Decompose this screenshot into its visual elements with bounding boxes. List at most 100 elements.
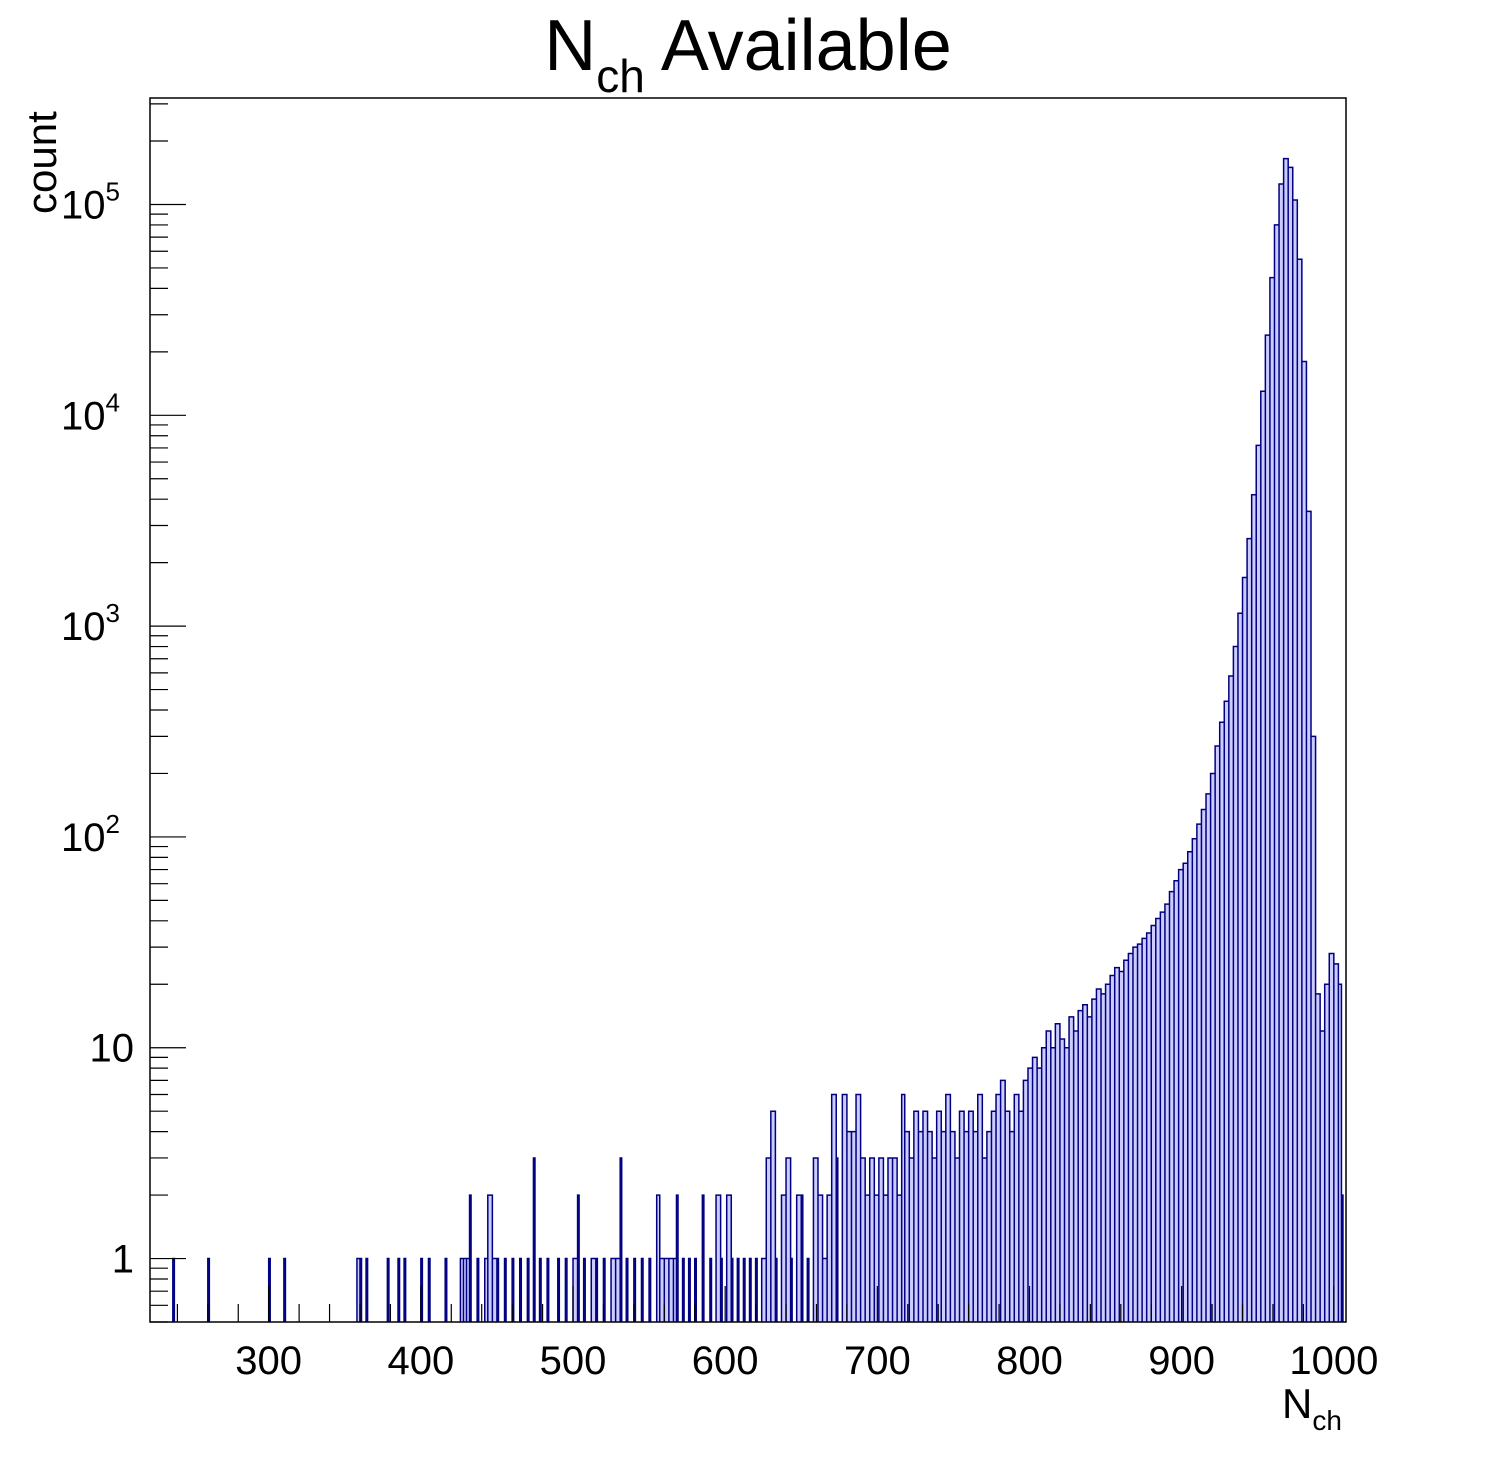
histogram-bin bbox=[702, 1195, 704, 1322]
histogram-bin bbox=[945, 1094, 951, 1322]
y-axis-label: count bbox=[18, 111, 65, 214]
histogram-bin bbox=[404, 1258, 406, 1322]
histogram-bin bbox=[1279, 184, 1284, 1322]
x-axis-label: Nch bbox=[1282, 1380, 1342, 1436]
histogram-bin bbox=[1219, 722, 1225, 1322]
histogram-bin bbox=[831, 1094, 837, 1322]
histogram-bin bbox=[1128, 953, 1133, 1322]
histogram-bin bbox=[1037, 1068, 1042, 1322]
histogram-bin bbox=[1023, 1080, 1028, 1322]
histogram-bin bbox=[577, 1195, 580, 1322]
histogram-bin bbox=[1018, 1111, 1024, 1322]
histogram-bin bbox=[1196, 824, 1202, 1322]
histogram-bin bbox=[626, 1258, 628, 1322]
histogram-bin bbox=[901, 1094, 905, 1322]
histogram-bin bbox=[387, 1258, 389, 1322]
y-tick-label: 10 bbox=[90, 1027, 135, 1071]
histogram-bin bbox=[865, 1195, 870, 1322]
histogram-bin bbox=[1000, 1080, 1006, 1322]
x-axis-label-sub: ch bbox=[1312, 1405, 1342, 1436]
histogram-bin bbox=[959, 1111, 965, 1322]
histogram-bin bbox=[1032, 1057, 1038, 1322]
histogram-bin bbox=[1014, 1094, 1019, 1322]
histogram-bin bbox=[860, 1157, 866, 1322]
histogram-bin bbox=[463, 1258, 467, 1322]
histogram-bin bbox=[1160, 912, 1165, 1322]
histogram-bin bbox=[874, 1195, 879, 1322]
histogram-bin bbox=[477, 1258, 479, 1322]
histogram-bin bbox=[1260, 391, 1266, 1322]
histogram-bin bbox=[620, 1157, 622, 1322]
histogram-bin bbox=[1306, 511, 1311, 1322]
histogram-bin bbox=[973, 1131, 978, 1322]
histogram-bin bbox=[755, 1258, 758, 1322]
histogram-bin bbox=[781, 1195, 787, 1322]
x-tick-label: 400 bbox=[387, 1339, 454, 1383]
x-tick-label: 600 bbox=[692, 1339, 759, 1383]
histogram-bin bbox=[1055, 1023, 1060, 1322]
histogram-bin bbox=[796, 1195, 802, 1322]
histogram-bin bbox=[941, 1131, 946, 1322]
histogram-bin bbox=[1005, 1111, 1010, 1322]
histogram-bin bbox=[766, 1157, 771, 1322]
histogram-bin bbox=[869, 1157, 875, 1322]
histogram-bin bbox=[1078, 1010, 1083, 1322]
histogram-bin bbox=[927, 1131, 933, 1322]
histogram-bin bbox=[1169, 891, 1175, 1322]
histogram-bin bbox=[694, 1258, 697, 1322]
histogram-bin bbox=[968, 1111, 974, 1322]
histogram-bin bbox=[1132, 947, 1138, 1322]
y-tick-label: 105 bbox=[61, 176, 120, 227]
histogram-bin bbox=[603, 1258, 605, 1322]
histogram-bin bbox=[813, 1157, 818, 1322]
histogram-bin bbox=[649, 1258, 651, 1322]
histogram-bin bbox=[1027, 1068, 1033, 1322]
histogram-bin bbox=[1251, 494, 1257, 1323]
histogram-bin bbox=[682, 1258, 685, 1322]
histogram-bin bbox=[533, 1157, 535, 1322]
chart-title: Nch Available bbox=[544, 6, 952, 102]
histogram-bin bbox=[786, 1157, 791, 1322]
histogram-bin bbox=[720, 1258, 723, 1322]
histogram-bin bbox=[469, 1195, 472, 1322]
histogram-bin bbox=[1050, 1047, 1056, 1322]
histogram-bin bbox=[846, 1131, 852, 1322]
histogram-bin bbox=[1142, 938, 1147, 1322]
histogram-bin bbox=[633, 1258, 636, 1322]
histogram-bin bbox=[1041, 1047, 1047, 1322]
histogram-bin bbox=[1247, 538, 1252, 1322]
chart-title-sub: ch bbox=[596, 50, 645, 102]
x-axis: 300 400 500 600 700 800 900 1000 bbox=[176, 1286, 1378, 1383]
histogram-bin bbox=[1091, 999, 1097, 1322]
histogram-bin bbox=[1201, 809, 1207, 1322]
histogram-bin bbox=[539, 1258, 542, 1322]
histogram-bin bbox=[731, 1258, 733, 1322]
histogram-bin bbox=[883, 1195, 888, 1322]
histogram-bin bbox=[1329, 953, 1334, 1322]
histogram-bin bbox=[1123, 960, 1129, 1322]
histogram-bin bbox=[1256, 445, 1261, 1322]
x-tick-label: 800 bbox=[996, 1339, 1063, 1383]
histogram-bin bbox=[659, 1258, 665, 1322]
y-tick-label: 102 bbox=[61, 809, 120, 860]
histogram-bin bbox=[641, 1258, 644, 1322]
histogram-bin bbox=[1242, 577, 1248, 1322]
histogram-bin bbox=[673, 1258, 677, 1322]
histogram-bin bbox=[398, 1258, 400, 1322]
histogram-bin bbox=[1187, 851, 1193, 1322]
histogram-bin bbox=[1082, 1004, 1088, 1322]
histogram-bin bbox=[664, 1258, 669, 1322]
histogram-bin bbox=[892, 1157, 898, 1322]
histogram-bin bbox=[268, 1258, 271, 1322]
histogram-bin bbox=[1155, 918, 1161, 1322]
histogram-bin bbox=[1320, 1031, 1325, 1322]
histogram-bin bbox=[1137, 944, 1143, 1322]
histogram-bin bbox=[504, 1258, 507, 1322]
histogram-bin bbox=[207, 1258, 210, 1322]
x-tick-label: 900 bbox=[1148, 1339, 1215, 1383]
histogram-bin bbox=[1192, 838, 1197, 1322]
histogram-bin bbox=[1311, 736, 1316, 1322]
histogram-bin bbox=[1096, 988, 1102, 1322]
histogram-bin bbox=[897, 1195, 902, 1322]
histogram-bin bbox=[954, 1157, 960, 1322]
